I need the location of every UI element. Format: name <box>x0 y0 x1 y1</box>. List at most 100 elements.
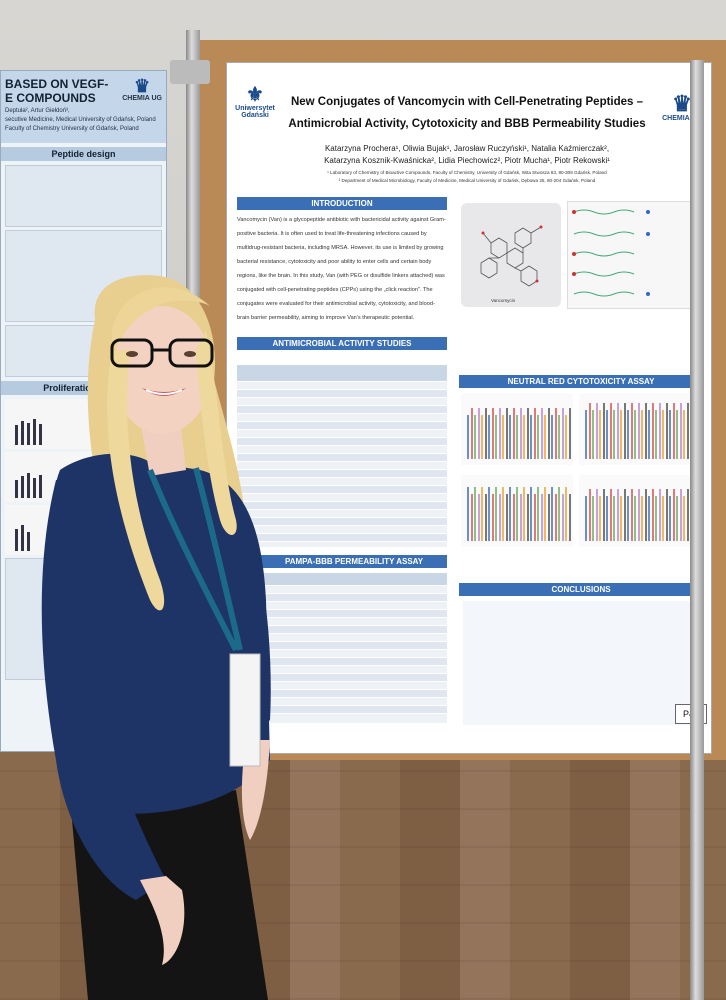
chart-bar <box>637 403 640 459</box>
chart-bar <box>592 496 594 541</box>
table-row <box>237 502 447 510</box>
table-row <box>261 682 447 690</box>
chart-bar <box>544 415 546 459</box>
chart-bar <box>613 496 615 541</box>
table-row <box>261 642 447 650</box>
chart-bar <box>537 487 539 541</box>
chart-bar <box>554 494 557 541</box>
introduction-text: Vancomycin (Van) is a glycopeptide antib… <box>237 217 446 321</box>
table-row <box>237 534 447 542</box>
chart-bar <box>558 487 560 541</box>
table-row <box>261 706 447 714</box>
chart-bar <box>641 410 643 459</box>
chart-bar <box>512 494 515 541</box>
lanyard <box>147 468 239 652</box>
chart-bar <box>533 408 536 459</box>
molecule-label: Vancomycin <box>491 298 516 303</box>
cytotoxicity-chart-2 <box>579 393 697 465</box>
chart-bar <box>530 415 532 459</box>
chart-bar <box>630 489 633 541</box>
chart-bar <box>627 496 629 541</box>
cytotoxicity-chart-4 <box>579 475 697 547</box>
chart-bar <box>498 408 501 459</box>
section-pampa: PAMPA-BBB PERMEABILITY ASSAY <box>261 555 447 568</box>
synthesis-scheme-figure <box>567 201 701 309</box>
chart-bar <box>523 415 525 459</box>
table-row <box>261 698 447 706</box>
chart-bar <box>620 410 622 459</box>
chart-bar <box>551 487 553 541</box>
chart-bar <box>533 494 536 541</box>
pampa-table <box>261 573 447 723</box>
main-poster: ⚜ Uniwersytet Gdański ♛ CHEMIA UG New Co… <box>226 62 712 754</box>
chart-bar <box>658 489 661 541</box>
chart-bar <box>565 415 567 459</box>
chart-bar <box>648 496 650 541</box>
table-row <box>237 398 447 406</box>
university-crest-icon: ⚜ <box>246 84 264 106</box>
chart-bar <box>620 496 622 541</box>
chart-bar <box>568 494 571 541</box>
chart-bar <box>491 408 494 459</box>
chart-bar <box>627 410 629 459</box>
affiliation2: ² Department of Medical Microbiology, Fa… <box>338 178 596 183</box>
hair <box>107 350 165 611</box>
left-poster-title-line1: BASED ON VEGF- <box>5 77 109 91</box>
chart-bar <box>606 496 608 541</box>
vancomycin-structure: Vancomycin <box>461 203 561 307</box>
chart-bar <box>623 489 626 541</box>
chart-bar <box>481 415 483 459</box>
chart-bar <box>595 489 598 541</box>
chart-bar <box>502 487 504 541</box>
chart-bar <box>609 403 612 459</box>
chart-bar <box>602 403 605 459</box>
chemia-logo-label: CHEMIA UG <box>662 115 702 122</box>
poster-clip <box>170 60 210 84</box>
section-antimicrobial: ANTIMICROBIAL ACTIVITY STUDIES <box>237 337 447 350</box>
chart-bar <box>530 487 532 541</box>
table-row <box>237 510 447 518</box>
chart-bar <box>474 415 476 459</box>
chart-bar <box>537 415 539 459</box>
chart-bar <box>672 403 675 459</box>
chart-bar <box>644 403 647 459</box>
left-poster-title-line2: E COMPOUNDS <box>5 91 96 105</box>
table-header <box>237 365 447 382</box>
chart-bar <box>505 494 508 541</box>
eye <box>184 351 196 357</box>
chart-bar <box>523 487 525 541</box>
chart-bar <box>477 494 480 541</box>
chart-bar <box>676 496 678 541</box>
chart-bar <box>623 403 626 459</box>
authors-line2: Katarzyna Kosznik-Kwaśnicka², Lidia Piec… <box>324 156 610 165</box>
chart-bar <box>634 496 636 541</box>
chart-bar <box>585 410 587 459</box>
table-row <box>237 470 447 478</box>
chart-bar <box>498 494 501 541</box>
table-row <box>237 382 447 390</box>
table-row <box>237 462 447 470</box>
table-row <box>261 602 447 610</box>
table-row <box>237 494 447 502</box>
section-neutral-red: NEUTRAL RED CYTOTOXICITY ASSAY <box>459 375 703 388</box>
chart-bar <box>568 408 571 459</box>
left-poster-section-peptide-design: Peptide design <box>1 147 166 161</box>
chart-bar <box>505 408 508 459</box>
neck <box>140 420 186 476</box>
chart-bar <box>484 494 487 541</box>
table-row <box>237 454 447 462</box>
table-row <box>237 486 447 494</box>
chart-bar <box>551 415 553 459</box>
molecule-drawing <box>480 225 543 287</box>
chart-bar <box>588 489 591 541</box>
chart-bar <box>519 408 522 459</box>
chart-bar <box>592 410 594 459</box>
table-row <box>261 690 447 698</box>
chart-bar <box>481 487 483 541</box>
chart-bar <box>648 410 650 459</box>
chart-bar <box>467 487 469 541</box>
chart-bar <box>672 489 675 541</box>
table-row <box>261 618 447 626</box>
table-row <box>261 610 447 618</box>
